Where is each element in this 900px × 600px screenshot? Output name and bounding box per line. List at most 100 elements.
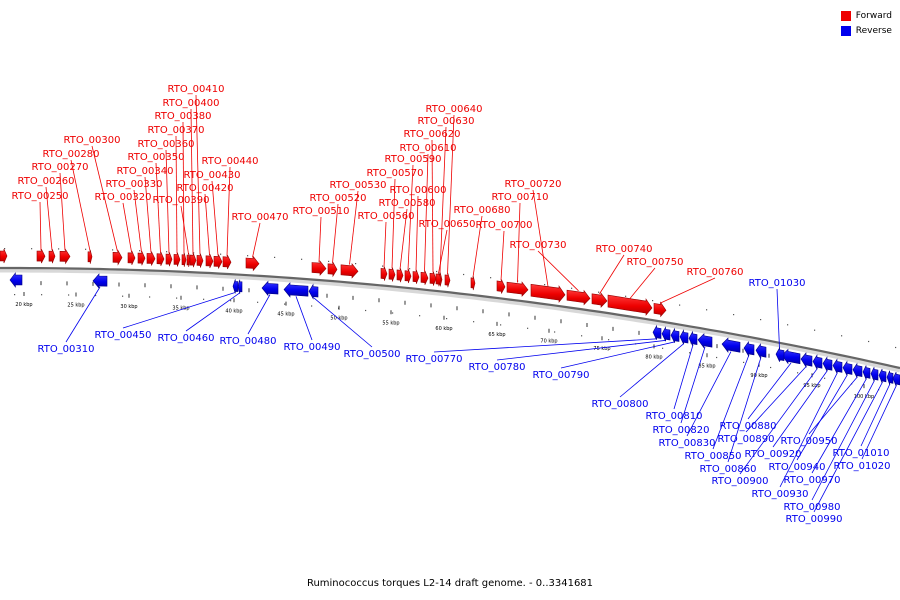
gene-label[interactable]: RTO_00300 (63, 135, 120, 146)
gene-label[interactable]: RTO_00940 (768, 462, 825, 473)
gene-rto-00920[interactable] (822, 356, 833, 372)
gene-label[interactable]: RTO_01020 (833, 461, 890, 472)
gene-label[interactable]: RTO_00720 (504, 179, 561, 190)
gene-rto-00410[interactable] (196, 253, 204, 268)
gene-rto-00390[interactable] (186, 252, 191, 268)
gene-rto-00460[interactable] (237, 279, 243, 294)
gene-label[interactable]: RTO_00820 (652, 425, 709, 436)
gene-rto-00900[interactable] (812, 354, 823, 370)
gene-rto-00610[interactable] (420, 270, 429, 285)
gene-rto-00770[interactable] (652, 324, 662, 340)
gene-rto-00480[interactable] (261, 280, 279, 297)
gene-partial-forward[interactable] (0, 248, 8, 264)
gene-label[interactable]: RTO_00380 (154, 111, 211, 122)
gene-rto-00340[interactable] (146, 251, 156, 266)
gene-label[interactable]: RTO_00310 (37, 344, 94, 355)
gene-rto-00930[interactable] (832, 358, 843, 374)
gene-label[interactable]: RTO_00330 (105, 179, 162, 190)
gene-label[interactable]: RTO_00510 (292, 206, 349, 217)
gene-label[interactable]: RTO_00810 (645, 411, 702, 422)
gene-rto-00380[interactable] (181, 252, 187, 267)
gene-rto-00320[interactable] (127, 250, 136, 266)
gene-rto-00720[interactable] (530, 283, 566, 303)
gene-label[interactable]: RTO_00620 (403, 129, 460, 140)
gene-label[interactable]: RTO_00500 (343, 349, 400, 360)
gene-label[interactable]: RTO_00340 (116, 166, 173, 177)
gene-label[interactable]: RTO_00850 (684, 451, 741, 462)
gene-label[interactable]: RTO_00580 (378, 198, 435, 209)
gene-rto-00980[interactable] (870, 367, 879, 382)
gene-label[interactable]: RTO_00710 (491, 192, 548, 203)
gene-label[interactable]: RTO_00390 (152, 195, 209, 206)
gene-label[interactable]: RTO_00260 (17, 176, 74, 187)
gene-label[interactable]: RTO_00900 (711, 476, 768, 487)
gene-label[interactable]: RTO_00760 (686, 267, 743, 278)
gene-label[interactable]: RTO_00970 (783, 475, 840, 486)
gene-rto-00700[interactable] (496, 279, 506, 294)
gene-rto-00620[interactable] (429, 271, 437, 286)
gene-rto-00420[interactable] (205, 253, 214, 269)
gene-rto-01020[interactable] (892, 371, 900, 387)
gene-rto-00650[interactable] (435, 272, 442, 287)
gene-label[interactable]: RTO_00610 (399, 143, 456, 154)
gene-partial-reverse[interactable] (9, 272, 23, 288)
gene-rto-00880[interactable] (781, 348, 801, 365)
gene-label[interactable]: RTO_00480 (219, 336, 276, 347)
gene-label[interactable]: RTO_00250 (11, 191, 68, 202)
gene-label[interactable]: RTO_01010 (832, 448, 889, 459)
gene-label[interactable]: RTO_00570 (366, 168, 423, 179)
gene-label[interactable]: RTO_00320 (94, 192, 151, 203)
gene-rto-00280[interactable] (87, 249, 93, 264)
gene-rto-00950[interactable] (852, 362, 863, 378)
gene-rto-00860[interactable] (755, 343, 767, 360)
gene-rto-00830[interactable] (721, 337, 741, 354)
gene-rto-00940[interactable] (842, 360, 853, 376)
gene-rto-00800[interactable] (679, 329, 689, 345)
gene-rto-00400[interactable] (189, 253, 197, 268)
gene-label[interactable]: RTO_00740 (595, 244, 652, 255)
gene-label[interactable]: RTO_00750 (626, 257, 683, 268)
gene-rto-00680[interactable] (470, 276, 476, 291)
gene-label[interactable]: RTO_00700 (475, 220, 532, 231)
gene-label[interactable]: RTO_00270 (31, 162, 88, 173)
gene-label[interactable]: RTO_00920 (744, 449, 801, 460)
gene-rto-00260[interactable] (48, 249, 56, 264)
gene-rto-00440[interactable] (222, 254, 232, 270)
gene-rto-00820[interactable] (697, 333, 713, 349)
gene-label[interactable]: RTO_00830 (658, 438, 715, 449)
gene-label[interactable]: RTO_01030 (748, 278, 805, 289)
gene-label[interactable]: RTO_00460 (157, 333, 214, 344)
gene-rto-00970[interactable] (862, 365, 871, 380)
gene-rto-00470[interactable] (245, 255, 260, 272)
gene-label[interactable]: RTO_00680 (453, 205, 510, 216)
gene-rto-00310[interactable] (92, 273, 108, 289)
gene-rto-00570[interactable] (388, 267, 396, 282)
gene-rto-00430[interactable] (213, 254, 223, 269)
gene-rto-00590[interactable] (404, 268, 412, 284)
gene-rto-00560[interactable] (380, 266, 388, 281)
gene-label[interactable]: RTO_00800 (591, 399, 648, 410)
gene-label[interactable]: RTO_00360 (137, 139, 194, 150)
gene-label[interactable]: RTO_00490 (283, 342, 340, 353)
gene-rto-00740[interactable] (591, 292, 608, 308)
gene-label[interactable]: RTO_00590 (384, 154, 441, 165)
gene-rto-00330[interactable] (137, 251, 146, 266)
gene-rto-00750[interactable] (607, 294, 653, 316)
gene-rto-00710[interactable] (506, 281, 529, 297)
gene-label[interactable]: RTO_00440 (201, 156, 258, 167)
gene-rto-00850[interactable] (743, 340, 755, 358)
gene-label[interactable]: RTO_00930 (751, 489, 808, 500)
gene-rto-00350[interactable] (156, 251, 165, 267)
gene-label[interactable]: RTO_00950 (780, 436, 837, 447)
gene-rto-01030[interactable] (775, 346, 785, 362)
gene-label[interactable]: RTO_00990 (785, 514, 842, 525)
gene-label[interactable]: RTO_00880 (719, 421, 776, 432)
gene-rto-00600[interactable] (412, 269, 420, 284)
gene-rto-00510[interactable] (311, 260, 327, 276)
gene-rto-00730[interactable] (566, 289, 591, 306)
gene-label[interactable]: RTO_00600 (389, 185, 446, 196)
gene-label[interactable]: RTO_00790 (532, 370, 589, 381)
gene-label[interactable]: RTO_00420 (176, 183, 233, 194)
gene-label[interactable]: RTO_00450 (94, 330, 151, 341)
gene-label[interactable]: RTO_00350 (127, 152, 184, 163)
